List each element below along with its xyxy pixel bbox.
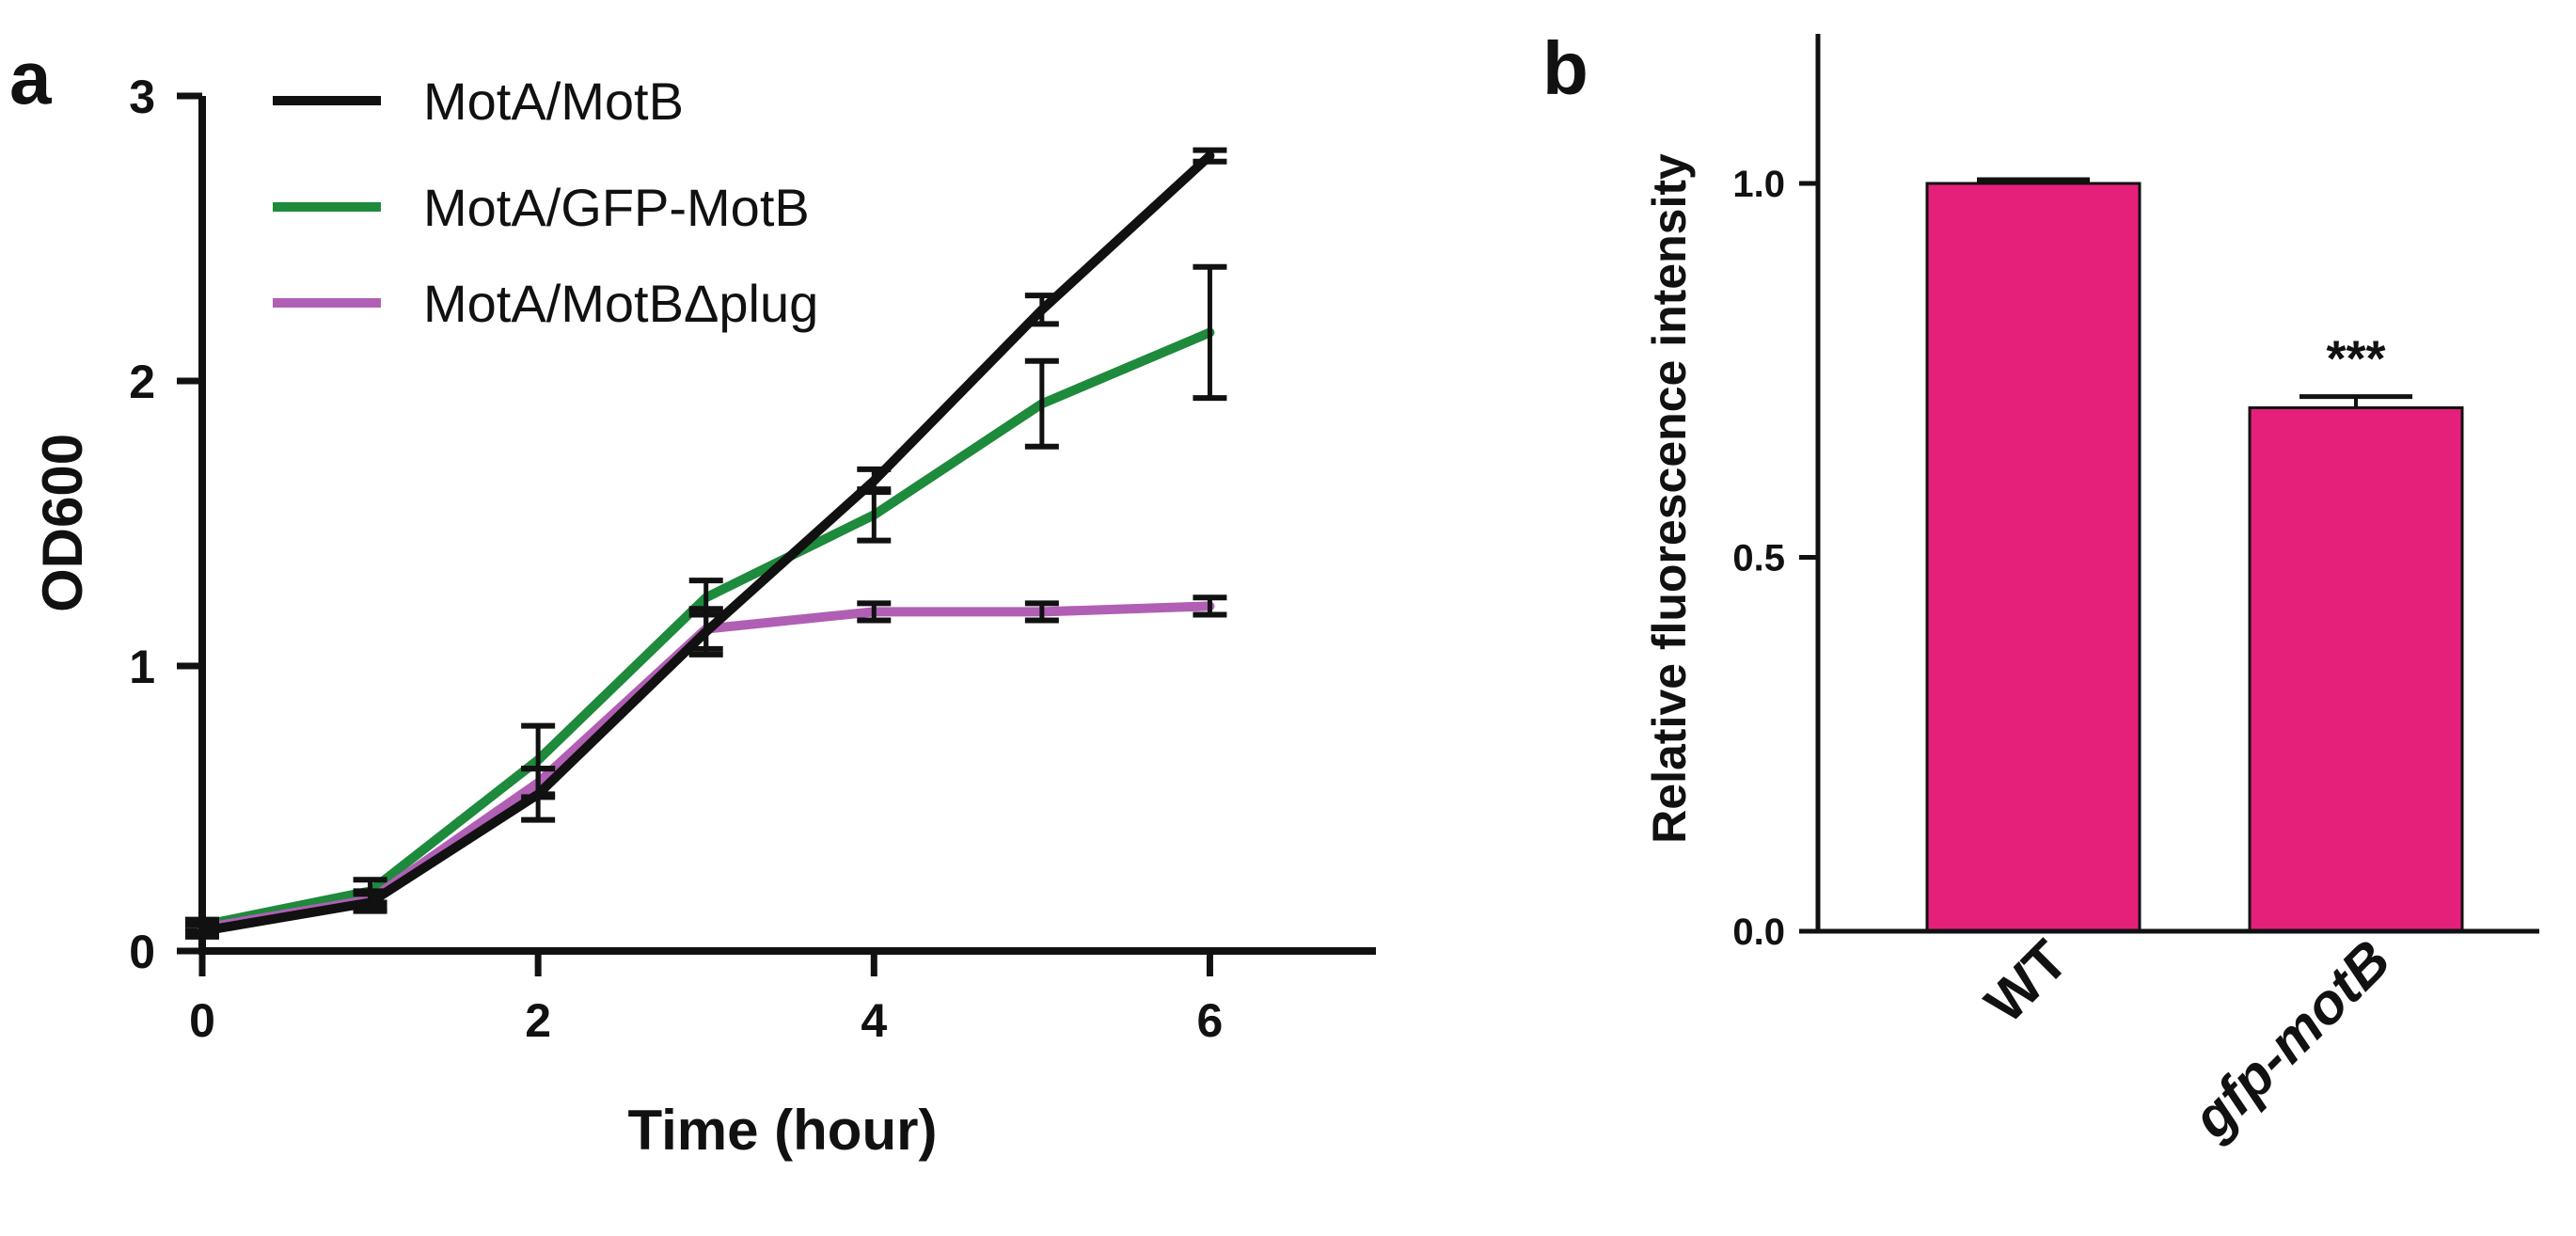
y-tick-label: 1 <box>129 641 155 693</box>
data-point-mota-motb-1 <box>353 891 387 914</box>
y-tick-label: 0.0 <box>1732 911 1785 953</box>
panel-a-ticks: 0 2 4 6 0 1 2 3 <box>129 71 1223 1047</box>
bar-gfp-motb <box>2248 406 2464 933</box>
panel-b-ticks: 0.0 0.5 1.0 <box>1732 164 1818 953</box>
y-tick-label: 0.5 <box>1732 538 1785 579</box>
y-tick-label: 0 <box>129 926 155 978</box>
panel-a-legend: MotA/MotB MotA/GFP-MotB MotA/MotBΔplug <box>273 71 818 333</box>
data-point-mota-gfp-motb-5 <box>1024 357 1059 450</box>
data-point-mota-motb-plug-6 <box>1193 594 1227 618</box>
legend-label-mota-motb: MotA/MotB <box>423 71 684 131</box>
y-tick-label: 2 <box>129 356 155 408</box>
data-point-mota-motb-3 <box>688 606 723 658</box>
y-tick-label: 1.0 <box>1732 164 1785 205</box>
panel-a-line-chart: 0 2 4 6 0 1 2 3 Time (hour) OD600 MotA/MotB Mot… <box>31 71 1376 1162</box>
panel-b-bars: WT gfp-motB *** <box>1925 177 2464 1151</box>
x-tick-label: 6 <box>1197 994 1224 1047</box>
legend-label-mota-gfp-motb: MotA/GFP-MotB <box>423 178 810 237</box>
data-point-mota-motb-5 <box>1024 293 1059 327</box>
series-line-mota-motb <box>198 151 1215 936</box>
data-point-mota-motb-6 <box>1193 147 1227 165</box>
significance-annotation: *** <box>2326 331 2385 388</box>
category-label-wt: WT <box>1973 928 2079 1035</box>
bar-wt <box>1925 182 2141 933</box>
x-tick-label: 4 <box>861 994 887 1047</box>
panel-b-bar-chart: WT gfp-motB *** 0.0 0.5 1.0 Relative fluores… <box>1643 34 2539 1150</box>
x-tick-label: 2 <box>525 994 551 1047</box>
panel-letter-a: a <box>9 36 52 119</box>
category-label-gfp-motb: gfp-motB <box>2180 928 2403 1151</box>
panel-a-x-axis-title: Time (hour) <box>628 1099 938 1162</box>
data-point-mota-motb-2 <box>521 766 556 823</box>
data-point-mota-motb-4 <box>857 466 892 496</box>
legend-label-mota-motb-dplug: MotA/MotBΔplug <box>423 274 818 333</box>
panel-letter-b: b <box>1542 26 1588 110</box>
x-tick-label: 0 <box>189 994 215 1047</box>
panel-b-y-axis-title: Relative fluorescence intensity <box>1643 153 1696 844</box>
data-point-mota-gfp-motb-6 <box>1193 263 1227 402</box>
panel-a-y-axis-title: OD600 <box>31 434 94 612</box>
panel-a-series <box>185 147 1227 940</box>
data-point-mota-motb-plug-4 <box>857 600 892 624</box>
data-point-mota-motb-plug-5 <box>1024 600 1059 624</box>
y-tick-label: 3 <box>129 71 155 123</box>
